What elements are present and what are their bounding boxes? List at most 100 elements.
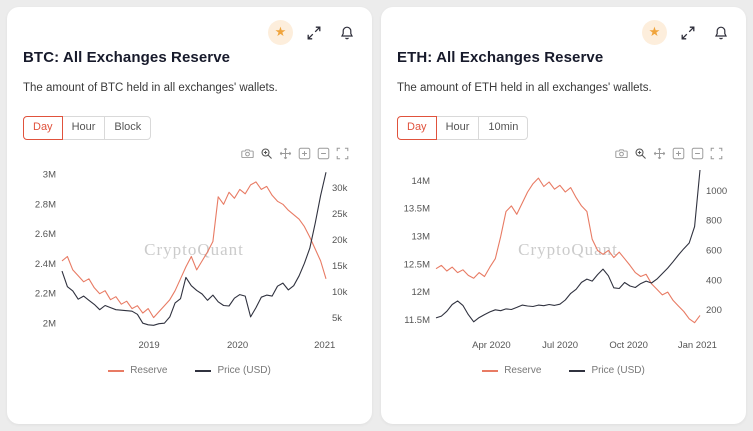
pan-icon [653, 148, 666, 160]
snapshot-button[interactable] [240, 146, 255, 161]
zoom-out-icon [691, 147, 704, 160]
fullscreen-button[interactable] [301, 20, 326, 45]
legend-item-reserve[interactable]: Reserve [482, 365, 541, 376]
zoom-in-icon [672, 147, 685, 160]
page-title: ETH: All Exchanges Reserve [397, 49, 604, 66]
svg-text:12.5M: 12.5M [403, 259, 429, 270]
card-actions: ★ [642, 20, 733, 45]
legend-label: Price (USD) [591, 365, 645, 377]
svg-text:2M: 2M [42, 319, 55, 330]
expand-icon [681, 26, 694, 39]
svg-text:CryptoQuant: CryptoQuant [518, 240, 618, 259]
svg-text:2021: 2021 [314, 340, 335, 351]
svg-text:200: 200 [706, 305, 722, 316]
chart-toolbar [403, 146, 724, 161]
svg-text:Apr 2020: Apr 2020 [472, 340, 511, 351]
zoom-button[interactable] [259, 146, 274, 161]
chart-toolbar [29, 146, 350, 161]
card-subtitle: The amount of BTC held in all exchanges'… [23, 82, 278, 94]
zoom-in-button[interactable] [671, 146, 686, 161]
svg-text:10k: 10k [332, 287, 348, 298]
svg-text:5k: 5k [332, 313, 342, 324]
pan-button[interactable] [278, 146, 293, 161]
reserve-line-swatch [482, 369, 499, 372]
svg-text:12M: 12M [411, 287, 430, 298]
price-line-swatch [569, 369, 586, 372]
card-subtitle: The amount of ETH held in all exchanges'… [397, 82, 652, 94]
legend-item-price[interactable]: Price (USD) [569, 365, 645, 377]
camera-icon [615, 149, 628, 159]
magnifier-icon [261, 148, 272, 160]
svg-text:2019: 2019 [138, 340, 159, 351]
card-eth-reserve: ★ ETH: All Exchanges Reserve The amount … [381, 7, 746, 424]
svg-text:600: 600 [706, 246, 722, 257]
svg-text:Jul 2020: Jul 2020 [542, 340, 578, 351]
fullscreen-button[interactable] [675, 20, 700, 45]
svg-text:400: 400 [706, 275, 722, 286]
expand-icon [307, 26, 320, 39]
bell-icon [714, 26, 727, 39]
reserve-line-swatch [108, 369, 125, 372]
reset-axes-button[interactable] [709, 146, 724, 161]
legend-label: Price (USD) [217, 365, 271, 377]
tab-hour[interactable]: Hour [435, 116, 480, 141]
svg-text:Jan 2021: Jan 2021 [677, 340, 716, 351]
legend-item-reserve[interactable]: Reserve [108, 365, 167, 376]
alert-button[interactable] [708, 20, 733, 45]
reset-axes-button[interactable] [335, 146, 350, 161]
eth-reserve-price-chart[interactable]: 11.5M 12M 12.5M 13M 13.5M 14M 200 400 600 800 1000… [394, 161, 734, 357]
svg-text:20k: 20k [332, 235, 348, 246]
svg-text:2.2M: 2.2M [34, 289, 55, 300]
zoom-out-icon [317, 147, 330, 160]
tab-day[interactable]: Day [397, 116, 437, 141]
svg-text:2020: 2020 [227, 340, 248, 351]
svg-text:CryptoQuant: CryptoQuant [144, 240, 244, 259]
tab-10min[interactable]: 10min [478, 116, 529, 141]
snapshot-button[interactable] [614, 146, 629, 161]
zoom-out-button[interactable] [316, 146, 331, 161]
svg-text:3M: 3M [42, 170, 55, 181]
svg-text:14M: 14M [411, 176, 430, 187]
page-title: BTC: All Exchanges Reserve [23, 49, 231, 66]
svg-text:13.5M: 13.5M [403, 204, 429, 215]
autoscale-icon [710, 147, 723, 160]
chart-legend: Reserve Price (USD) [19, 365, 360, 376]
svg-text:15k: 15k [332, 261, 348, 272]
legend-label: Reserve [130, 365, 168, 377]
favorite-button[interactable]: ★ [268, 20, 293, 45]
card-btc-reserve: ★ BTC: All Exchanges Reserve The amount … [7, 7, 372, 424]
svg-text:2.6M: 2.6M [34, 229, 55, 240]
zoom-button[interactable] [633, 146, 648, 161]
chart-legend: Reserve Price (USD) [393, 365, 734, 376]
legend-item-price[interactable]: Price (USD) [195, 365, 271, 377]
svg-text:1000: 1000 [706, 186, 727, 197]
zoom-in-button[interactable] [297, 146, 312, 161]
tab-day[interactable]: Day [23, 116, 63, 141]
svg-text:800: 800 [706, 216, 722, 227]
autoscale-icon [336, 147, 349, 160]
favorite-button[interactable]: ★ [642, 20, 667, 45]
btc-reserve-price-chart[interactable]: 2M 2.2M 2.4M 2.6M 2.8M 3M 5k 10k 15k 20k 25k 30k 201… [20, 161, 360, 357]
svg-text:25k: 25k [332, 209, 348, 220]
camera-icon [241, 149, 254, 159]
pan-icon [279, 148, 292, 160]
svg-text:11.5M: 11.5M [404, 315, 430, 326]
magnifier-icon [635, 148, 646, 160]
svg-text:2.8M: 2.8M [34, 199, 55, 210]
tab-hour[interactable]: Hour [61, 116, 106, 141]
pan-button[interactable] [652, 146, 667, 161]
price-line-swatch [195, 369, 212, 372]
svg-text:13M: 13M [411, 232, 430, 243]
card-actions: ★ [268, 20, 359, 45]
zoom-in-icon [298, 147, 311, 160]
alert-button[interactable] [334, 20, 359, 45]
star-icon: ★ [274, 25, 287, 40]
zoom-out-button[interactable] [690, 146, 705, 161]
bell-icon [340, 26, 353, 39]
legend-label: Reserve [504, 365, 542, 377]
interval-tabs: Day Hour Block [23, 116, 152, 141]
tab-block[interactable]: Block [104, 116, 152, 141]
svg-text:Oct 2020: Oct 2020 [609, 340, 648, 351]
svg-text:2.4M: 2.4M [34, 259, 55, 270]
